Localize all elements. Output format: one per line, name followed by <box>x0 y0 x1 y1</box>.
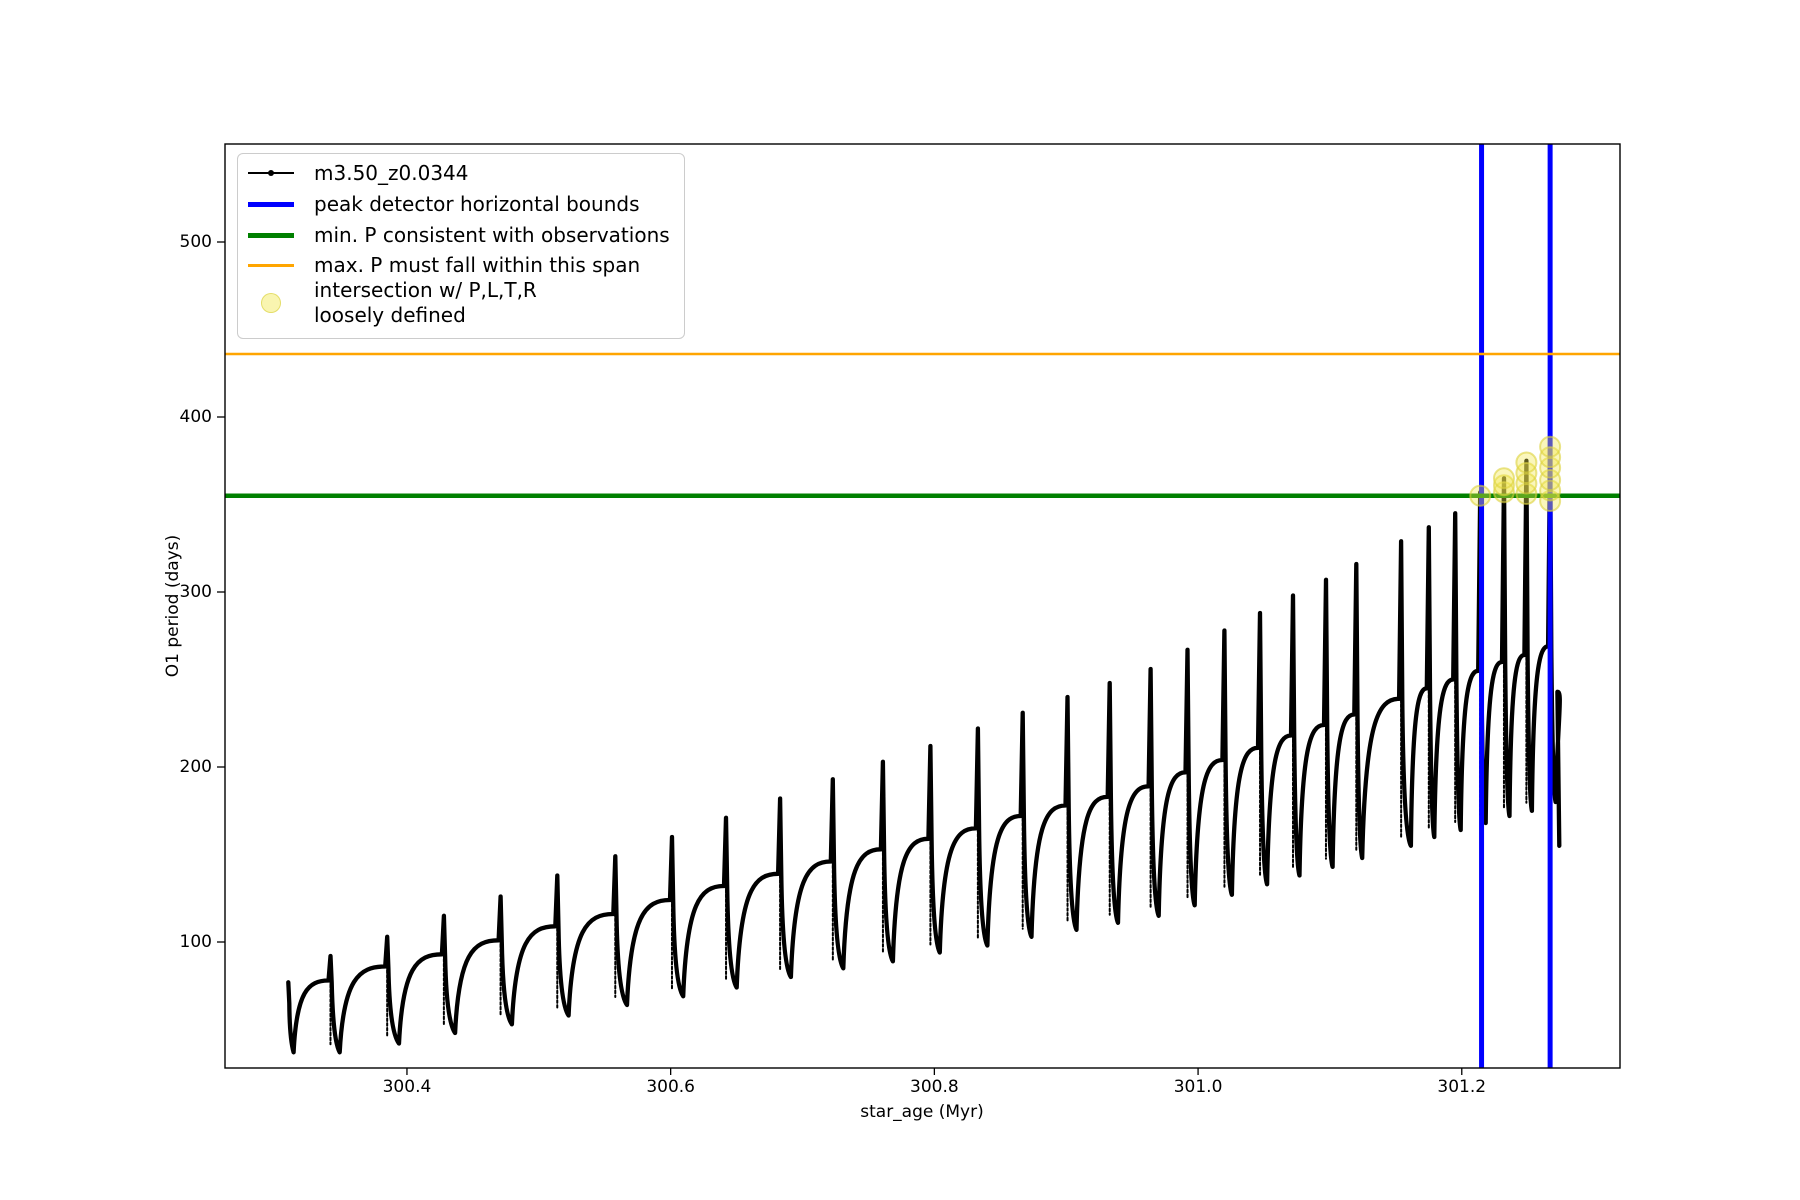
legend-item-max-p: max. P must fall within this span <box>248 252 640 278</box>
legend-item-intersection: intersection w/ P,L,T,R loosely defined <box>248 277 537 329</box>
series-line-icon <box>248 169 294 176</box>
green-line-icon <box>248 232 294 238</box>
y-tick-label: 100 <box>179 932 212 952</box>
y-tick-label: 200 <box>179 757 212 777</box>
x-tick-label: 300.8 <box>910 1077 959 1097</box>
legend-item-label: min. P consistent with observations <box>314 223 670 247</box>
legend-item-label-line2: loosely defined <box>314 303 466 327</box>
blue-line-icon <box>248 201 294 207</box>
legend-item-label: peak detector horizontal bounds <box>314 192 640 216</box>
intersection-marker <box>1515 451 1538 474</box>
x-axis-label: star_age (Myr) <box>860 1102 984 1122</box>
legend-item-label: max. P must fall within this span <box>314 253 641 277</box>
y-axis-label: O1 period (days) <box>163 534 183 678</box>
y-tick-label: 300 <box>179 582 212 602</box>
intersection-marker <box>1469 484 1492 507</box>
x-tick-label: 300.6 <box>646 1077 695 1097</box>
legend-item-min-p: min. P consistent with observations <box>248 222 670 248</box>
legend-item-label: m3.50_z0.0344 <box>314 161 469 185</box>
legend: m3.50_z0.0344 peak detector horizontal b… <box>237 153 685 339</box>
legend-item-label: intersection w/ P,L,T,R <box>314 278 537 302</box>
intersection-marker <box>1492 467 1515 490</box>
series-path <box>286 441 1562 1055</box>
x-tick-label: 301.2 <box>1437 1077 1487 1097</box>
axes-spines <box>224 143 1621 1069</box>
intersection-marker <box>1539 435 1562 458</box>
intersection-marker <box>1539 469 1562 491</box>
yellow-circle-icon <box>248 293 294 313</box>
intersection-marker <box>1492 474 1515 497</box>
legend-item-series: m3.50_z0.0344 <box>248 160 469 186</box>
y-tick-label: 500 <box>179 232 212 252</box>
legend-item-peak-bounds: peak detector horizontal bounds <box>248 191 640 217</box>
x-tick-label: 300.4 <box>382 1077 432 1097</box>
x-tick-label: 301.0 <box>1173 1077 1223 1097</box>
y-tick-label: 400 <box>179 407 212 427</box>
orange-line-icon <box>248 263 294 267</box>
